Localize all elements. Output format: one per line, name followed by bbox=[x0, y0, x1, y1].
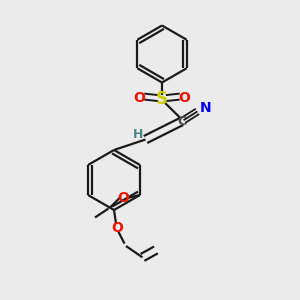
Text: S: S bbox=[156, 90, 168, 108]
Text: N: N bbox=[200, 101, 211, 115]
Text: O: O bbox=[111, 221, 123, 235]
Text: H: H bbox=[133, 128, 143, 141]
Text: O: O bbox=[118, 191, 129, 205]
Text: O: O bbox=[134, 91, 146, 104]
Text: O: O bbox=[178, 91, 190, 104]
Text: C: C bbox=[177, 115, 186, 128]
